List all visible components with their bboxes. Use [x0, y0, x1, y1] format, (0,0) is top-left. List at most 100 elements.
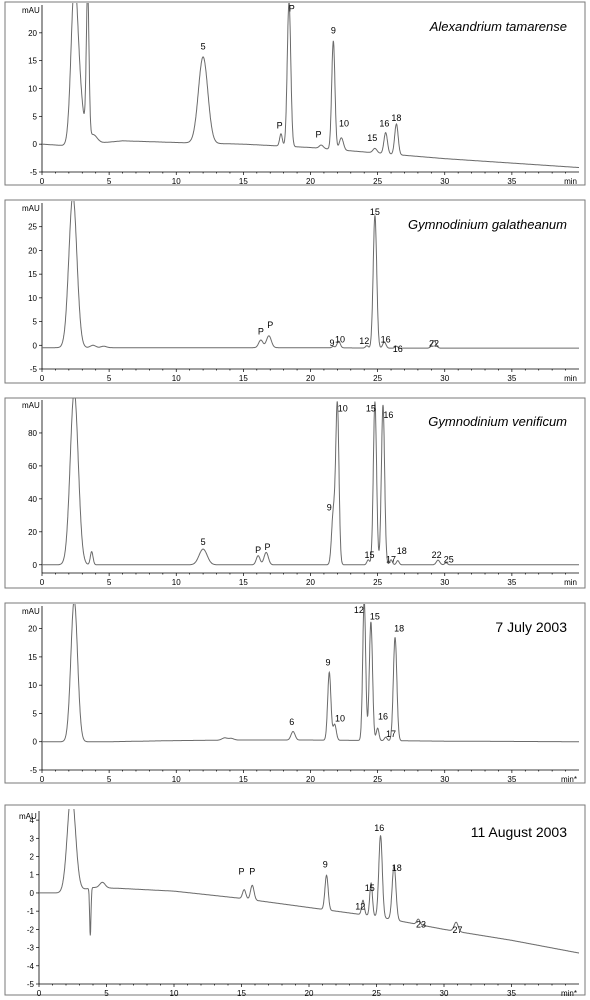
peak-label: P [238, 867, 244, 877]
panel-title: 11 August 2003 [471, 824, 567, 840]
y-tick-label: -5 [30, 168, 38, 177]
y-unit-label: mAU [22, 401, 40, 410]
x-tick-label: 35 [507, 989, 516, 998]
peak-label: 15 [370, 612, 380, 622]
x-tick-label: 15 [239, 775, 248, 784]
x-unit-label: min [564, 578, 577, 587]
y-tick-label: 40 [28, 495, 37, 504]
peak-label: 9 [327, 502, 332, 512]
peak-label: 10 [338, 404, 348, 414]
x-tick-label: 0 [40, 578, 45, 587]
y-tick-label: 15 [28, 653, 37, 662]
y-tick-label: 15 [28, 57, 37, 66]
x-tick-label: 15 [239, 374, 248, 383]
panel-frame [4, 397, 586, 589]
peak-label: P [316, 129, 322, 139]
panel-frame [4, 199, 586, 384]
y-tick-label: 0 [33, 341, 38, 350]
peak-label: 25 [444, 554, 454, 564]
x-tick-label: 35 [507, 775, 516, 784]
y-tick-label: 20 [28, 625, 37, 634]
y-unit-label: mAU [22, 204, 40, 213]
chromatogram-trace [42, 398, 579, 566]
chromatogram-trace [42, 3, 579, 168]
peak-label: 18 [397, 546, 407, 556]
x-tick-label: 25 [373, 177, 382, 186]
y-tick-label: 60 [28, 462, 37, 471]
x-tick-label: 5 [107, 578, 112, 587]
x-tick-label: 10 [172, 177, 181, 186]
y-tick-label: 10 [28, 85, 37, 94]
peak-label: 6 [289, 717, 294, 727]
peak-label: 22 [429, 339, 439, 349]
peak-label: 16 [381, 334, 391, 344]
peak-label: 9 [325, 657, 330, 667]
peak-label: 17 [386, 554, 396, 564]
peak-label: 16 [374, 823, 384, 833]
x-tick-label: 0 [40, 775, 45, 784]
y-tick-label: 0 [33, 140, 38, 149]
y-tick-label: 3 [30, 834, 35, 843]
panel-frame [4, 804, 586, 996]
x-tick-label: 10 [170, 989, 179, 998]
y-unit-label: mAU [22, 6, 40, 15]
peak-label: 9 [331, 25, 336, 35]
x-tick-label: 0 [40, 374, 45, 383]
peak-label: P [289, 4, 295, 14]
chromatogram-trace [42, 201, 579, 349]
peak-label: P [255, 545, 261, 555]
y-tick-label: 5 [33, 112, 38, 121]
peak-label: P [267, 320, 273, 330]
x-tick-label: 10 [172, 578, 181, 587]
panel-title: Alexandrium tamarense [429, 19, 567, 34]
x-tick-label: 10 [172, 374, 181, 383]
peak-label: 5 [201, 537, 206, 547]
x-tick-label: 5 [107, 374, 112, 383]
y-tick-label: 5 [33, 318, 38, 327]
panel-frame [4, 1, 586, 186]
peak-label: P [258, 326, 264, 336]
y-tick-label: 0 [33, 561, 38, 570]
x-tick-label: 25 [373, 374, 382, 383]
x-tick-label: 20 [306, 177, 315, 186]
y-tick-label: -4 [27, 962, 35, 971]
y-tick-label: 25 [28, 223, 37, 232]
y-tick-label: -5 [27, 980, 35, 989]
x-tick-label: 5 [104, 989, 109, 998]
peak-label: 18 [394, 623, 404, 633]
peak-label: 9 [323, 859, 328, 869]
peak-label: 9 [329, 338, 334, 348]
y-tick-label: -2 [27, 925, 35, 934]
y-tick-label: 2 [30, 853, 35, 862]
y-tick-label: -1 [27, 907, 35, 916]
x-tick-label: 20 [305, 989, 314, 998]
x-tick-label: 0 [37, 989, 42, 998]
peak-label: 16 [393, 344, 403, 354]
peak-label: 12 [355, 901, 365, 911]
x-tick-label: 25 [373, 578, 382, 587]
peak-label: 16 [378, 712, 388, 722]
peak-label: 12 [354, 605, 364, 615]
y-tick-label: 1 [30, 871, 35, 880]
x-tick-label: 35 [507, 177, 516, 186]
x-unit-label: min [564, 374, 577, 383]
peak-label: 5 [201, 42, 206, 52]
x-tick-label: 10 [172, 775, 181, 784]
peak-label: 10 [335, 334, 345, 344]
x-tick-label: 25 [372, 989, 381, 998]
x-tick-label: 20 [306, 775, 315, 784]
y-tick-label: 10 [28, 294, 37, 303]
y-tick-label: 5 [33, 709, 38, 718]
y-tick-label: 0 [33, 738, 38, 747]
peak-label: 15 [365, 883, 375, 893]
x-tick-label: 5 [107, 177, 112, 186]
panel-frame [4, 602, 586, 784]
x-tick-label: 5 [107, 775, 112, 784]
y-tick-label: 80 [28, 429, 37, 438]
y-tick-label: 10 [28, 681, 37, 690]
x-tick-label: 30 [440, 374, 449, 383]
